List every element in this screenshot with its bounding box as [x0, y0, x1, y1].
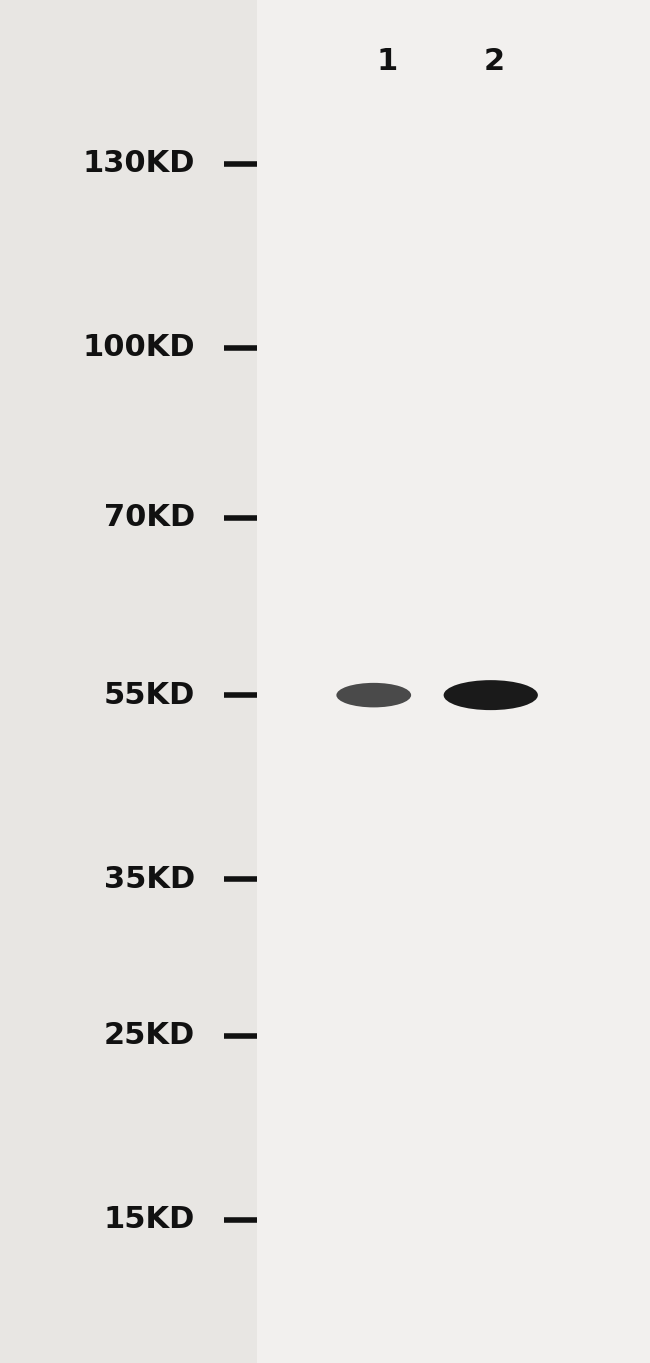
Text: 100KD: 100KD [83, 333, 195, 363]
Text: 35KD: 35KD [104, 864, 195, 894]
Text: 15KD: 15KD [103, 1205, 195, 1235]
Text: 70KD: 70KD [104, 503, 195, 533]
Bar [257, 0, 650, 1363]
Text: 55KD: 55KD [103, 680, 195, 710]
Text: 1: 1 [376, 46, 397, 76]
Text: 130KD: 130KD [83, 149, 195, 179]
Text: 25KD: 25KD [104, 1021, 195, 1051]
Text: 2: 2 [484, 46, 504, 76]
Ellipse shape [443, 680, 538, 710]
Ellipse shape [337, 683, 411, 707]
